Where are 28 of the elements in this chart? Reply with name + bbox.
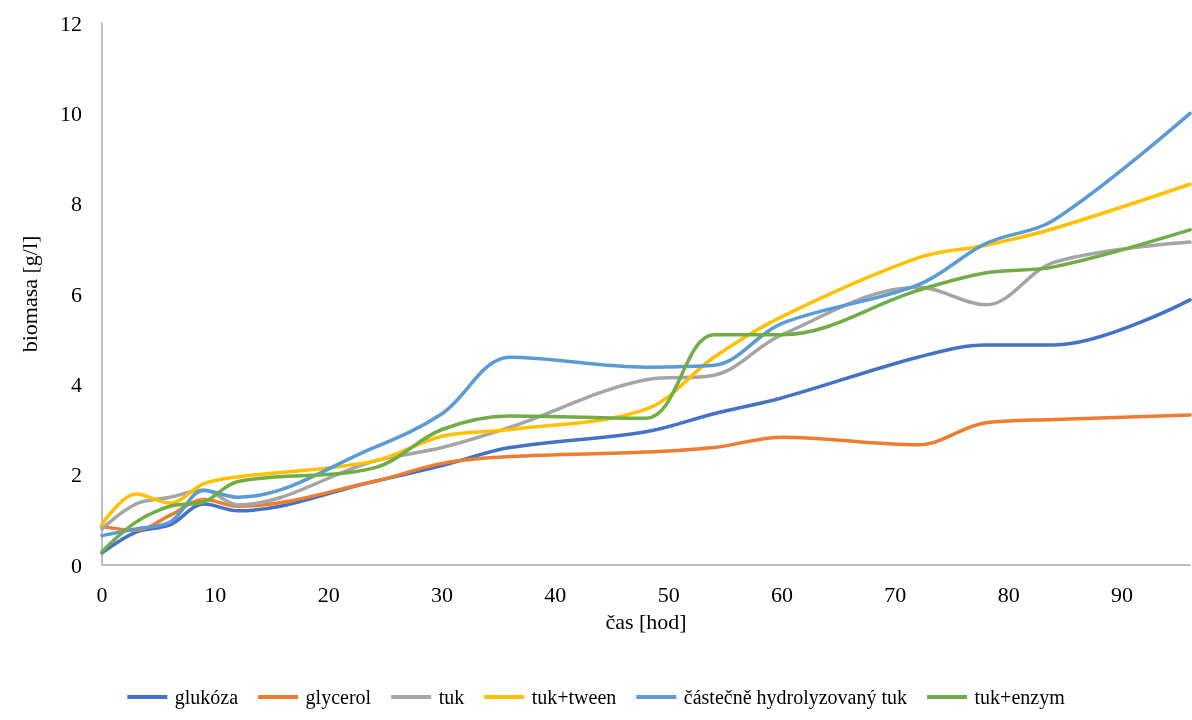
y-axis-title: biomasa [g/l] [16, 235, 42, 353]
x-tick-label: 30 [431, 581, 453, 607]
x-tick-label: 50 [657, 581, 680, 607]
x-tick-label: 20 [317, 581, 340, 607]
y-tick-label: 2 [71, 462, 82, 488]
x-tick-label: 90 [1111, 581, 1133, 607]
legend-label: tuk [438, 686, 465, 708]
x-tick-label: 40 [544, 581, 567, 607]
y-tick-label: 10 [60, 100, 82, 126]
legend-label: glycerol [305, 686, 372, 709]
legend-label: částečně hydrolyzovaný tuk [683, 686, 908, 709]
line-series [100, 182, 1192, 527]
x-tick-label: 0 [96, 581, 108, 607]
legend-label: tuk+enzym [974, 686, 1066, 709]
x-tick-label: 10 [204, 581, 227, 607]
legend-label: tuk+tween [531, 686, 617, 708]
x-tick-label: 70 [884, 581, 907, 607]
x-axis-title: čas [hod] [605, 608, 687, 634]
line-series [100, 413, 1192, 532]
x-tick-label: 80 [997, 581, 1020, 607]
line-series [100, 111, 1192, 538]
legend-label: glukóza [174, 686, 239, 709]
x-tick-label: 60 [771, 581, 793, 607]
y-tick-label: 8 [71, 191, 82, 217]
y-tick-label: 6 [71, 281, 82, 307]
y-tick-label: 0 [71, 552, 82, 578]
y-tick-label: 12 [60, 10, 82, 36]
y-tick-label: 4 [71, 371, 82, 397]
